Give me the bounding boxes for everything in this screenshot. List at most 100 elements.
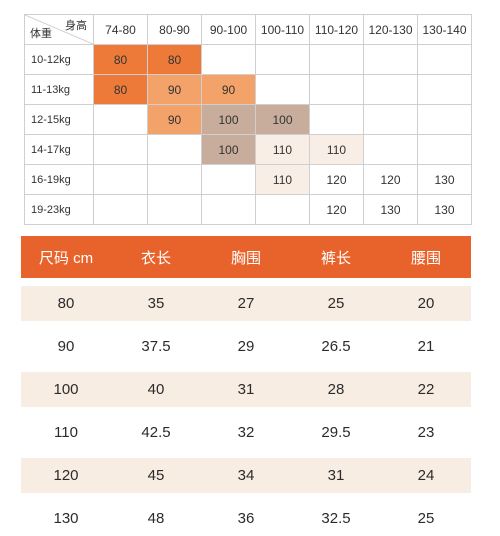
matrix-cell [202,195,256,225]
row-header: 10-12kg [24,45,94,75]
matrix-cell [256,195,310,225]
matrix-cell: 110 [256,165,310,195]
table-row: 100 40 31 28 22 [21,372,471,407]
table-row: 130 48 36 32.5 25 [21,501,471,536]
table-row: 90 37.5 29 26.5 21 [21,329,471,364]
matrix-cell [148,195,202,225]
column-header: 80-90 [148,15,202,45]
header-chest: 胸围 [230,249,261,267]
matrix-cell: 80 [148,45,202,75]
cell-length: 48 [147,510,165,527]
row-header: 16-19kg [24,165,94,195]
cell-length: 45 [147,467,165,484]
matrix-cell [418,135,472,165]
matrix-cell: 80 [94,75,148,105]
matrix-cell: 130 [418,195,472,225]
cell-chest: 29 [237,338,255,355]
matrix-cell: 100 [202,135,256,165]
cell-pants-length: 28 [327,381,345,398]
cell-chest: 31 [237,381,255,398]
cell-pants-length: 25 [327,295,345,312]
cell-chest: 27 [237,295,255,312]
matrix-cell [202,165,256,195]
cell-size: 130 [53,510,79,527]
matrix-cell [364,45,418,75]
matrix-cell: 90 [148,105,202,135]
header-length: 衣长 [140,249,171,267]
matrix-cell: 110 [256,135,310,165]
matrix-cell [364,135,418,165]
corner-label-height: 身高 [65,20,87,32]
size-table-header: 尺码 cm 衣长 胸围 裤长 腰围 [21,236,471,278]
header-waist: 腰围 [410,249,441,267]
matrix-cell [94,195,148,225]
matrix-cell [148,135,202,165]
table-row: 120 45 34 31 24 [21,458,471,493]
matrix-cell [310,75,364,105]
matrix-cell [310,105,364,135]
cell-chest: 34 [237,467,255,484]
matrix-cell: 80 [94,45,148,75]
matrix-cell [256,45,310,75]
matrix-cell [418,45,472,75]
cell-waist: 22 [417,381,435,398]
matrix-cell [418,75,472,105]
cell-size: 120 [53,467,79,484]
cell-size: 80 [57,295,75,312]
matrix-cell: 120 [364,165,418,195]
column-header: 90-100 [202,15,256,45]
cell-pants-length: 26.5 [321,338,351,355]
cell-size: 100 [53,381,79,398]
cell-chest: 36 [237,510,255,527]
cell-waist: 25 [417,510,435,527]
row-header: 12-15kg [24,105,94,135]
cell-waist: 24 [417,467,435,484]
matrix-cell: 120 [310,165,364,195]
matrix-cell [202,45,256,75]
cell-length: 35 [147,295,165,312]
cell-waist: 23 [417,424,435,441]
header-size: 尺码 cm [38,249,94,267]
matrix-cell: 90 [202,75,256,105]
column-header: 120-130 [364,15,418,45]
diagonal-divider [25,15,93,44]
cell-pants-length: 31 [327,467,345,484]
column-header: 130-140 [418,15,472,45]
column-header: 100-110 [256,15,310,45]
matrix-cell [94,105,148,135]
corner-label-weight: 体重 [30,28,52,40]
matrix-cell: 120 [310,195,364,225]
cell-chest: 32 [237,424,255,441]
row-header: 11-13kg [24,75,94,105]
matrix-cell: 100 [202,105,256,135]
height-weight-matrix: 身高 体重 74-80 80-90 90-100 100-110 110-120… [24,14,472,225]
matrix-cell [94,165,148,195]
matrix-cell [364,75,418,105]
size-table: 尺码 cm 衣长 胸围 裤长 腰围 80 35 27 25 20 90 37.5… [21,236,471,536]
cell-waist: 20 [417,295,435,312]
header-pants-length: 裤长 [320,249,351,267]
cell-length: 37.5 [141,338,171,355]
matrix-cell: 130 [418,165,472,195]
cell-length: 42.5 [141,424,171,441]
matrix-cell [310,45,364,75]
cell-size: 110 [54,424,78,441]
matrix-cell [364,105,418,135]
column-header: 74-80 [94,15,148,45]
matrix-cell [148,165,202,195]
cell-pants-length: 32.5 [321,510,351,527]
matrix-cell: 100 [256,105,310,135]
matrix-cell [256,75,310,105]
cell-waist: 21 [417,338,435,355]
matrix-cell: 90 [148,75,202,105]
table-row: 80 35 27 25 20 [21,286,471,321]
cell-size: 90 [57,338,75,355]
matrix-corner: 身高 体重 [24,15,94,45]
table-row: 110 42.5 32 29.5 23 [21,415,471,450]
column-header: 110-120 [310,15,364,45]
row-header: 14-17kg [24,135,94,165]
matrix-cell [94,135,148,165]
matrix-cell: 110 [310,135,364,165]
matrix-cell [418,105,472,135]
matrix-cell: 130 [364,195,418,225]
